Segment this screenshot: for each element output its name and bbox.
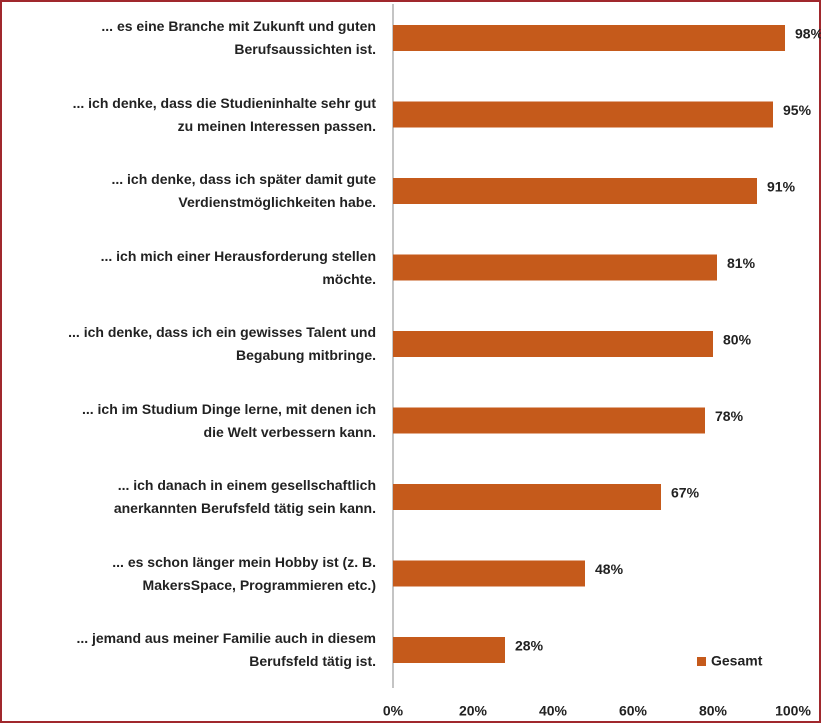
category-label: ... ich mich einer Herausforderung stell…: [100, 247, 376, 287]
value-label: 95%: [783, 102, 812, 118]
value-label: 28%: [515, 638, 544, 654]
category-label: ... ich im Studium Dinge lerne, mit dene…: [81, 400, 376, 440]
category-label: ... es schon länger mein Hobby ist (z. B…: [112, 553, 376, 593]
legend-label: Gesamt: [711, 653, 763, 669]
x-tick-label: 40%: [539, 703, 568, 719]
value-label: 48%: [595, 561, 624, 577]
value-label: 80%: [723, 332, 752, 348]
x-tick-label: 0%: [383, 703, 404, 719]
value-label: 81%: [727, 255, 756, 271]
x-tick-label: 20%: [459, 703, 488, 719]
legend-swatch: [697, 657, 706, 666]
category-label: ... es eine Branche mit Zukunft und gute…: [101, 18, 376, 57]
bar: [393, 637, 505, 663]
x-tick-label: 60%: [619, 703, 648, 719]
bar: [393, 484, 661, 510]
x-tick-label: 100%: [775, 703, 811, 719]
value-label: 67%: [671, 485, 700, 501]
bar: [393, 101, 773, 128]
x-tick-label: 80%: [699, 703, 728, 719]
bar: [393, 25, 785, 51]
bar: [393, 560, 585, 587]
bar: [393, 254, 717, 281]
value-label: 98%: [795, 26, 821, 42]
category-label: ... ich danach in einem gesellschaftlich…: [113, 477, 376, 516]
bar: [393, 331, 713, 357]
value-label: 91%: [767, 179, 796, 195]
bar: [393, 178, 757, 204]
category-label: ... ich denke, dass ich später damit gut…: [111, 171, 376, 210]
category-label: ... ich denke, dass ich ein gewisses Tal…: [68, 324, 376, 363]
category-label: ... jemand aus meiner Familie auch in di…: [76, 630, 376, 669]
category-label: ... ich denke, dass die Studieninhalte s…: [72, 94, 376, 134]
value-label: 78%: [715, 408, 744, 424]
bar: [393, 407, 705, 434]
